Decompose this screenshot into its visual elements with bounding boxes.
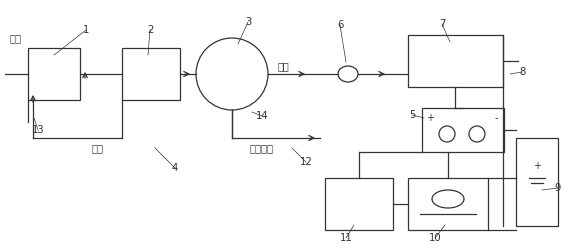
Text: -: - [494,113,498,123]
Bar [325,178,393,230]
Text: 剩余污泥: 剩余污泥 [250,143,274,153]
Bar [408,35,503,87]
Bar [516,138,558,226]
Text: 进水: 进水 [10,33,22,43]
Text: 12: 12 [299,157,312,167]
Text: 回流: 回流 [91,143,103,153]
Text: +: + [533,161,541,171]
Text: 14: 14 [255,111,268,121]
Text: 4: 4 [172,163,178,173]
Text: +: + [426,113,434,123]
Text: 9: 9 [555,183,561,193]
Text: 出水: 出水 [278,61,290,71]
Text: 11: 11 [340,233,353,243]
Bar [28,48,80,100]
Text: 10: 10 [429,233,442,243]
Text: 1: 1 [83,25,89,35]
Text: 13: 13 [32,125,45,135]
Text: 5: 5 [409,110,415,120]
Text: 2: 2 [147,25,153,35]
Bar [422,108,504,152]
Text: 7: 7 [439,19,445,29]
Bar [408,178,488,230]
Text: 8: 8 [519,67,525,77]
Bar [122,48,180,100]
Text: 6: 6 [337,20,343,30]
Text: 3: 3 [245,17,251,27]
